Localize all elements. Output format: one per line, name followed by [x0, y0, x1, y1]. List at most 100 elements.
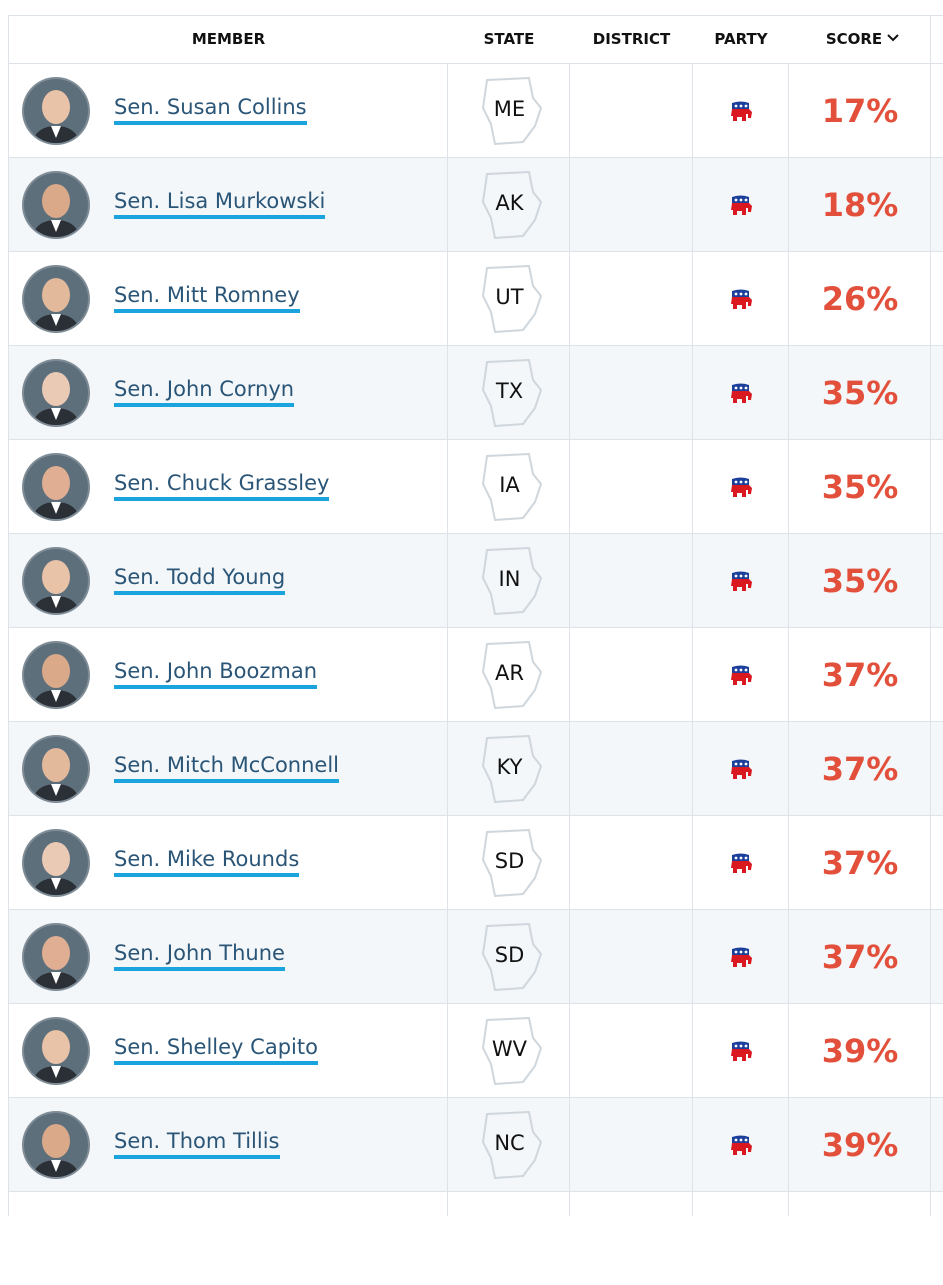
republican-elephant — [731, 477, 752, 497]
state-code: SD — [494, 849, 525, 873]
header-member[interactable]: MEMBER — [191, 30, 266, 48]
col-line — [692, 63, 693, 1216]
state-outline — [481, 640, 543, 710]
state-code: SD — [494, 943, 525, 967]
avatar-photo — [22, 265, 90, 333]
state-outline — [481, 1110, 543, 1180]
col-line — [788, 63, 789, 1216]
avatar — [21, 640, 91, 714]
sort-chevron[interactable] — [886, 33, 900, 43]
score: 35% — [821, 468, 899, 506]
member-link[interactable]: Sen. Chuck Grassley — [114, 470, 330, 501]
state-code: IN — [498, 567, 521, 591]
republican-elephant — [731, 947, 752, 967]
party-icon — [729, 664, 753, 690]
member-link[interactable]: Sen. Thom Tillis — [114, 1128, 280, 1159]
state-code: TX — [495, 379, 524, 403]
member-link[interactable]: Sen. Mitt Romney — [114, 282, 300, 313]
header-state[interactable]: STATE — [483, 30, 535, 48]
party-icon — [729, 946, 753, 972]
republican-elephant — [731, 1041, 752, 1061]
header-score[interactable]: SCORE — [825, 30, 883, 48]
header-district[interactable]: DISTRICT — [592, 30, 671, 48]
state-code: AK — [495, 191, 524, 215]
avatar — [21, 1016, 91, 1090]
state-outline — [481, 922, 543, 992]
state-outline — [481, 170, 543, 240]
col-line — [569, 63, 570, 1216]
member-link[interactable]: Sen. Shelley Capito — [114, 1034, 318, 1065]
state-outline — [481, 358, 543, 428]
member-link[interactable]: Sen. John Cornyn — [114, 376, 295, 407]
party-icon — [729, 288, 753, 314]
party-icon — [729, 476, 753, 502]
score: 37% — [821, 844, 899, 882]
state-code: NC — [494, 1131, 525, 1155]
member-link[interactable]: Sen. Mike Rounds — [114, 846, 300, 877]
avatar — [21, 734, 91, 808]
party-icon — [729, 100, 753, 126]
score: 17% — [821, 92, 899, 130]
state-cell: AK — [449, 158, 570, 251]
score: 26% — [821, 280, 899, 318]
avatar — [21, 452, 91, 526]
member-link[interactable]: Sen. Todd Young — [114, 564, 286, 595]
member-link[interactable]: Sen. Mitch McConnell — [114, 752, 340, 783]
state-outline — [481, 828, 543, 898]
state-outline — [481, 546, 543, 616]
avatar-photo — [22, 641, 90, 709]
state-code: ME — [493, 97, 526, 121]
state-cell: UT — [449, 252, 570, 345]
party-icon — [729, 1134, 753, 1160]
avatar-photo — [22, 1017, 90, 1085]
avatar — [21, 76, 91, 150]
state-outline — [481, 1016, 543, 1086]
table-row — [9, 1191, 943, 1285]
avatar — [21, 264, 91, 338]
party-icon — [729, 194, 753, 220]
state-cell: TX — [449, 346, 570, 439]
state-cell: SD — [449, 910, 570, 1003]
avatar — [21, 922, 91, 996]
table-row: Sen. Thom Tillis NC 39% — [9, 1097, 943, 1191]
table-row: Sen. John Thune SD 37% — [9, 909, 943, 1003]
state-outline — [481, 76, 543, 146]
table-row: Sen. Lisa Murkowski AK 18% — [9, 157, 943, 251]
avatar — [21, 358, 91, 432]
state-code: IA — [499, 473, 520, 497]
score: 37% — [821, 750, 899, 788]
state-outline — [481, 264, 543, 334]
member-link[interactable]: Sen. Lisa Murkowski — [114, 188, 326, 219]
state-cell: ME — [449, 64, 570, 157]
republican-elephant — [731, 289, 752, 309]
header-party[interactable]: PARTY — [714, 30, 768, 48]
state-cell: AR — [449, 628, 570, 721]
avatar-photo — [22, 1111, 90, 1179]
republican-elephant — [731, 759, 752, 779]
score: 39% — [821, 1126, 899, 1164]
avatar-photo — [22, 547, 90, 615]
avatar-photo — [22, 829, 90, 897]
table: MEMBER STATE DISTRICT PARTY SCORE Sen. S… — [8, 15, 943, 1216]
score: 39% — [821, 1032, 899, 1070]
republican-elephant — [731, 665, 752, 685]
member-link[interactable]: Sen. John Boozman — [114, 658, 318, 689]
party-icon — [729, 758, 753, 784]
table-row: Sen. John Boozman AR 37% — [9, 627, 943, 721]
col-line — [930, 16, 931, 1216]
state-cell: IA — [449, 440, 570, 533]
avatar — [21, 546, 91, 620]
state-outline — [481, 452, 543, 522]
table-row: Sen. Shelley Capito WV 39% — [9, 1003, 943, 1097]
page: MEMBER STATE DISTRICT PARTY SCORE Sen. S… — [8, 15, 943, 1216]
table-row: Sen. John Cornyn TX 35% — [9, 345, 943, 439]
republican-elephant — [731, 571, 752, 591]
member-link[interactable]: Sen. Susan Collins — [114, 94, 307, 125]
member-link[interactable]: Sen. John Thune — [114, 940, 285, 971]
score: 37% — [821, 938, 899, 976]
avatar-photo — [22, 735, 90, 803]
score: 18% — [821, 186, 899, 224]
state-cell: NC — [449, 1098, 570, 1191]
party-icon — [729, 382, 753, 408]
col-line — [447, 63, 448, 1216]
